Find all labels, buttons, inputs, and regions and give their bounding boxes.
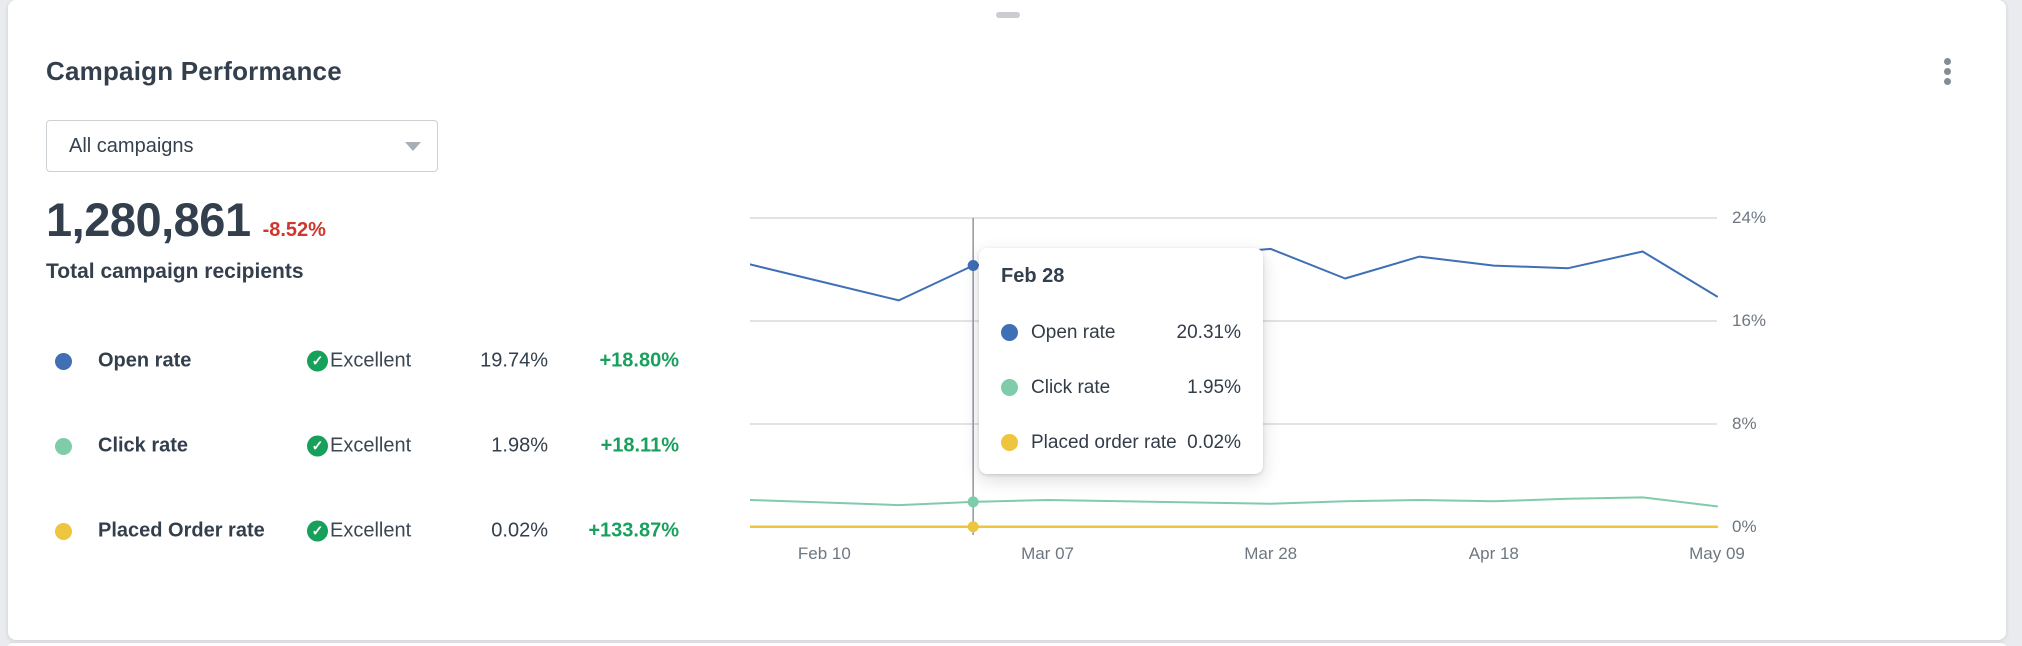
open-rate-dot-icon (1001, 324, 1018, 341)
tooltip-value: 0.02% (1187, 431, 1241, 453)
card-menu-button[interactable] (1930, 52, 1964, 90)
metric-row-click-rate[interactable]: Click rate ✓ Excellent 1.98% +18.11% (46, 421, 679, 471)
tooltip-row-placed-order-rate: Placed order rate 0.02% (1001, 432, 1241, 453)
kebab-menu-icon (1943, 67, 1951, 75)
x-axis-label-mar-07: Mar 07 (1021, 544, 1074, 563)
x-axis-label-feb-10: Feb 10 (797, 544, 851, 563)
status-text: Excellent (330, 519, 412, 542)
tooltip-label: Placed order rate (1031, 431, 1177, 453)
hover-marker-placed-order-rate (967, 521, 979, 533)
campaign-performance-card: Campaign Performance All campaigns 1,280… (8, 0, 2006, 640)
series-line-click-rate (750, 496, 1718, 508)
metric-label: Click rate (98, 434, 189, 457)
placed-order-rate-dot-icon (1001, 434, 1018, 451)
status-badge: ✓ Excellent (307, 520, 411, 543)
campaign-filter-dropdown[interactable]: All campaigns (46, 120, 438, 172)
click-rate-dot-icon (55, 438, 72, 455)
metric-change: +18.11% (600, 434, 679, 457)
total-recipients-label: Total campaign recipients (46, 260, 304, 283)
x-axis-label-apr-18: Apr 18 (1468, 544, 1519, 563)
chevron-down-icon (405, 142, 421, 151)
y-axis-label-24%: 24% (1732, 208, 1767, 227)
drag-handle[interactable] (996, 12, 1020, 18)
status-text: Excellent (330, 349, 412, 372)
placed-order-rate-dot-icon (55, 523, 72, 540)
metric-label: Open rate (98, 349, 192, 372)
metric-row-open-rate[interactable]: Open rate ✓ Excellent 19.74% +18.80% (46, 336, 679, 386)
summary-block: 1,280,861 -8.52% (46, 192, 326, 247)
kebab-menu-icon (1943, 57, 1951, 65)
y-axis-label-0%: 0% (1732, 517, 1757, 536)
status-badge: ✓ Excellent (307, 350, 411, 373)
performance-chart[interactable]: 24% 16% 8% 0% Feb 10 Mar 07 Mar 28 Apr 18 May 0… (750, 150, 1795, 590)
metric-change: +133.87% (588, 519, 679, 542)
metric-value: 19.74% (480, 349, 548, 372)
status-badge: ✓ Excellent (307, 435, 411, 458)
metric-value: 1.98% (491, 434, 548, 457)
check-circle-icon: ✓ (307, 520, 328, 542)
tooltip-value: 1.95% (1187, 376, 1241, 398)
tooltip-row-click-rate: Click rate 1.95% (1001, 377, 1241, 398)
hover-marker-click-rate (967, 496, 979, 508)
total-recipients-change: -8.52% (262, 219, 326, 241)
y-axis-label-8%: 8% (1732, 414, 1757, 433)
y-axis-label-16%: 16% (1732, 311, 1767, 330)
tooltip-label: Click rate (1031, 376, 1111, 398)
metric-change: +18.80% (599, 349, 679, 372)
next-card-edge (8, 642, 2006, 646)
check-circle-icon: ✓ (307, 435, 328, 457)
card-title: Campaign Performance (46, 56, 342, 86)
x-axis-label-mar-28: Mar 28 (1244, 544, 1298, 563)
tooltip-label: Open rate (1031, 321, 1116, 343)
metric-value: 0.02% (491, 519, 548, 542)
check-circle-icon: ✓ (307, 350, 328, 372)
campaign-filter-value: All campaigns (69, 134, 194, 157)
click-rate-dot-icon (1001, 379, 1018, 396)
kebab-menu-icon (1943, 77, 1951, 85)
chart-tooltip: Feb 28 Open rate 20.31% Click rate 1.95%… (979, 248, 1263, 474)
status-text: Excellent (330, 434, 412, 457)
x-axis-label-may-09: May 09 (1689, 544, 1745, 563)
metric-label: Placed Order rate (98, 519, 265, 542)
metric-row-placed-order-rate[interactable]: Placed Order rate ✓ Excellent 0.02% +133… (46, 506, 679, 556)
hover-marker-open-rate (967, 260, 979, 272)
total-recipients-value: 1,280,861 (46, 193, 251, 246)
tooltip-row-open-rate: Open rate 20.31% (1001, 322, 1241, 343)
open-rate-dot-icon (55, 353, 72, 370)
tooltip-date: Feb 28 (1001, 265, 1065, 287)
tooltip-value: 20.31% (1176, 321, 1241, 343)
